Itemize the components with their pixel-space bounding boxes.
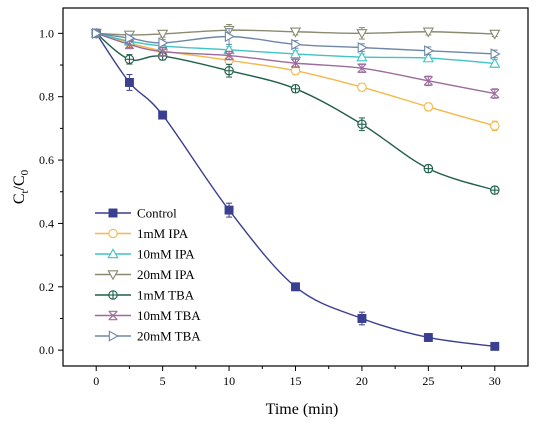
data-point bbox=[490, 88, 500, 99]
legend-label: 20mM IPA bbox=[137, 267, 195, 282]
y-axis-title-sub2: 0 bbox=[19, 169, 31, 175]
legend-label: 1mM IPA bbox=[137, 226, 189, 241]
data-point bbox=[423, 163, 434, 174]
legend-item: Control bbox=[95, 206, 177, 221]
y-axis-title: Ct/C0 bbox=[11, 169, 31, 204]
legend-item: 10mM IPA bbox=[95, 247, 195, 262]
data-point bbox=[158, 110, 168, 120]
data-point bbox=[224, 205, 234, 215]
legend-item: 1mM TBA bbox=[95, 288, 195, 303]
data-point bbox=[422, 27, 434, 38]
data-point bbox=[289, 48, 302, 59]
data-point bbox=[124, 54, 135, 65]
series-0 bbox=[91, 28, 500, 351]
data-point bbox=[224, 50, 234, 61]
series-line bbox=[96, 32, 495, 65]
data-point bbox=[357, 82, 367, 92]
x-tick-label: 0 bbox=[93, 374, 99, 388]
data-point bbox=[490, 185, 500, 195]
x-tick-label: 5 bbox=[160, 374, 166, 388]
y-tick-label: 0.6 bbox=[39, 153, 54, 167]
data-point bbox=[490, 48, 501, 60]
y-axis-title-sub1: t bbox=[19, 190, 31, 193]
data-point bbox=[224, 65, 234, 76]
x-tick-label: 30 bbox=[489, 374, 501, 388]
y-axis-title-main: C bbox=[11, 194, 28, 205]
legend-swatch-marker bbox=[108, 228, 118, 239]
data-point bbox=[489, 57, 501, 68]
series-6 bbox=[91, 27, 501, 60]
data-point bbox=[91, 27, 103, 39]
y-axis-title-sep: /C bbox=[11, 175, 28, 190]
y-tick-label: 0.8 bbox=[39, 90, 54, 104]
legend-item: 1mM IPA bbox=[95, 226, 189, 241]
legend-swatch-marker bbox=[108, 330, 119, 342]
data-point bbox=[423, 333, 433, 342]
y-tick-label: 0.0 bbox=[39, 343, 54, 357]
axes: 0 5 10 15 20 25 30 0.0 0.2 0.4 0.6 0.8 1.0 bbox=[39, 7, 529, 388]
legend-label: 20mM TBA bbox=[137, 329, 201, 344]
data-point bbox=[125, 32, 136, 44]
y-tick-label: 1.0 bbox=[39, 26, 54, 40]
y-tick-label: 0.2 bbox=[39, 280, 54, 294]
data-point bbox=[124, 78, 134, 87]
x-tick-label: 25 bbox=[422, 374, 434, 388]
legend-item: 20mM TBA bbox=[95, 329, 201, 344]
legend: Control 1mM IPA 10mM IPA 20mM IPA 1mM TBA 10m… bbox=[95, 206, 201, 344]
series-line bbox=[95, 32, 495, 348]
data-point bbox=[490, 121, 500, 131]
data-point bbox=[357, 41, 368, 54]
data-point bbox=[290, 58, 301, 68]
data-point bbox=[422, 52, 434, 63]
series-3 bbox=[90, 23, 501, 41]
legend-swatch-marker bbox=[107, 270, 119, 281]
data-point bbox=[423, 76, 433, 86]
data-point bbox=[489, 29, 501, 40]
data-point bbox=[157, 29, 169, 40]
data-point bbox=[490, 341, 500, 351]
data-point bbox=[291, 38, 302, 51]
legend-swatch-marker bbox=[107, 248, 119, 259]
data-point bbox=[356, 29, 368, 40]
legend-label: 1mM TBA bbox=[137, 288, 195, 303]
series-line bbox=[95, 32, 495, 95]
data-point bbox=[424, 45, 435, 57]
y-tick-label: 0.4 bbox=[39, 216, 54, 230]
series-line bbox=[96, 29, 495, 36]
data-point bbox=[423, 102, 434, 112]
legend-label: 10mM TBA bbox=[137, 308, 201, 323]
x-tick-label: 15 bbox=[290, 374, 302, 388]
data-point bbox=[289, 27, 302, 38]
data-point bbox=[291, 282, 300, 292]
data-point bbox=[158, 37, 169, 49]
legend-label: Control bbox=[137, 206, 177, 221]
data-point bbox=[357, 314, 367, 323]
legend-item: 10mM TBA bbox=[95, 308, 201, 323]
data-point bbox=[290, 84, 301, 94]
x-tick-label: 10 bbox=[223, 374, 235, 388]
data-point bbox=[356, 51, 368, 62]
legend-item: 20mM IPA bbox=[95, 267, 195, 282]
legend-label: 10mM IPA bbox=[137, 247, 195, 262]
data-point bbox=[357, 63, 367, 73]
plot-area bbox=[90, 23, 501, 351]
legend-swatch-marker bbox=[108, 290, 118, 300]
x-tick-label: 20 bbox=[356, 374, 368, 388]
data-point bbox=[224, 30, 235, 43]
legend-swatch-marker bbox=[108, 208, 118, 218]
legend-swatch-marker bbox=[108, 310, 118, 321]
x-axis-title: Time (min) bbox=[266, 401, 339, 418]
data-point bbox=[357, 119, 367, 130]
